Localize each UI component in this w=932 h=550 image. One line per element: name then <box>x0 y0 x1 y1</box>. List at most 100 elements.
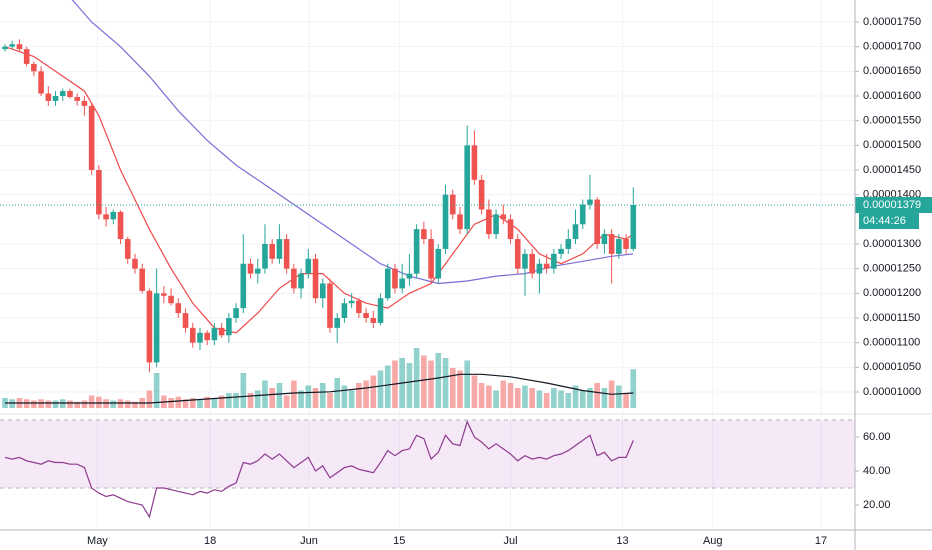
volume-bar <box>500 380 507 408</box>
rsi-tick-label: 60.00 <box>863 431 891 443</box>
candle-body <box>31 63 37 72</box>
y-tick-label: 0.00001500 <box>863 139 921 151</box>
volume-bar <box>117 399 124 408</box>
x-tick-label: 18 <box>204 535 216 547</box>
candle-body <box>341 303 348 318</box>
volume-bar <box>269 388 275 408</box>
y-tick-label: 0.00001250 <box>863 263 921 275</box>
volume-bar <box>240 373 247 408</box>
volume-bar <box>319 383 326 408</box>
volume-bar <box>67 400 73 408</box>
candle-body <box>392 268 398 289</box>
volume-bar <box>146 390 153 408</box>
volume-bar <box>168 398 174 408</box>
candle-body <box>623 239 629 249</box>
volume-bar <box>435 353 442 408</box>
candle-body <box>175 303 182 314</box>
candle-body <box>457 214 463 230</box>
volume-bar <box>442 358 449 408</box>
current-price-box <box>855 197 932 214</box>
x-tick-label: 15 <box>393 535 405 547</box>
volume-bar <box>421 355 427 408</box>
candle-body <box>247 263 254 274</box>
moving-average-line <box>4 46 634 334</box>
countdown-label: 04:44:26 <box>863 215 906 227</box>
volume-bar <box>428 360 434 408</box>
candle-body <box>74 96 81 101</box>
candle-body <box>356 300 362 314</box>
volume-bar <box>601 388 608 408</box>
candle-body <box>161 293 167 296</box>
volume-bar <box>384 365 391 408</box>
candle-body <box>572 224 579 240</box>
volume-bar <box>197 399 203 408</box>
rsi-tick-label: 20.00 <box>863 499 891 511</box>
volume-bar <box>572 385 579 408</box>
candle-body <box>59 91 66 97</box>
volume-bar <box>247 393 254 408</box>
candle-body <box>384 268 391 299</box>
volume-bar <box>312 388 319 408</box>
volume-bar <box>464 360 470 408</box>
volume-bar <box>204 396 210 408</box>
candle-body <box>283 239 290 269</box>
candle-body <box>587 199 593 205</box>
volume-bar <box>514 388 521 408</box>
volume-bar <box>579 390 586 408</box>
volume-bar <box>298 390 304 408</box>
candle-body <box>182 313 189 328</box>
volume-ma-line <box>5 373 634 404</box>
candle-body <box>233 308 239 318</box>
y-tick-label: 0.00001200 <box>863 287 921 299</box>
candle-body <box>88 105 95 170</box>
candle-body <box>291 268 297 289</box>
candle-body <box>319 283 326 299</box>
candle-body <box>52 96 59 101</box>
rsi-band <box>0 420 855 489</box>
y-tick-label: 0.00001700 <box>863 41 921 53</box>
volume-bar <box>96 396 102 408</box>
volume-bar <box>283 395 290 408</box>
volume-bar <box>536 390 543 408</box>
candle-body <box>616 239 622 254</box>
candle-body <box>298 273 304 289</box>
candle-body <box>189 327 196 343</box>
current-price-label: 0.00001379 <box>863 199 921 211</box>
volume-bar <box>370 375 377 408</box>
candle-body <box>558 248 564 254</box>
volume-bar <box>291 380 297 408</box>
volume-bar <box>132 401 138 408</box>
candle-body <box>254 268 261 274</box>
candle-body <box>514 239 521 269</box>
candle-body <box>442 194 449 249</box>
candle-body <box>2 46 8 50</box>
candle-body <box>240 263 247 309</box>
candle-body <box>139 268 145 291</box>
candle-body <box>486 209 492 235</box>
volume-bar <box>110 400 117 408</box>
volume-bar <box>59 399 66 408</box>
volume-bar <box>594 383 600 408</box>
candle-body <box>377 298 384 323</box>
x-tick-label: May <box>87 535 108 547</box>
candle-body <box>38 71 44 94</box>
candle-body <box>334 317 340 328</box>
rsi-tick-label: 40.00 <box>863 465 891 477</box>
candle-body <box>197 332 203 343</box>
candle-body <box>363 313 369 318</box>
volume-bar <box>522 385 528 408</box>
candle-body <box>168 295 174 304</box>
x-tick-label: Jul <box>503 535 517 547</box>
y-tick-label: 0.00001600 <box>863 90 921 102</box>
volume-bar <box>457 370 463 408</box>
volume-bar <box>449 368 456 408</box>
candle-body <box>435 248 442 279</box>
y-tick-label: 0.00001100 <box>863 337 920 349</box>
volume-bar <box>406 363 413 408</box>
y-tick-label: 0.00001550 <box>863 115 921 127</box>
candle-body <box>117 211 124 240</box>
candle-body <box>406 273 413 279</box>
volume-bar <box>88 395 95 408</box>
candle-body <box>9 44 16 47</box>
